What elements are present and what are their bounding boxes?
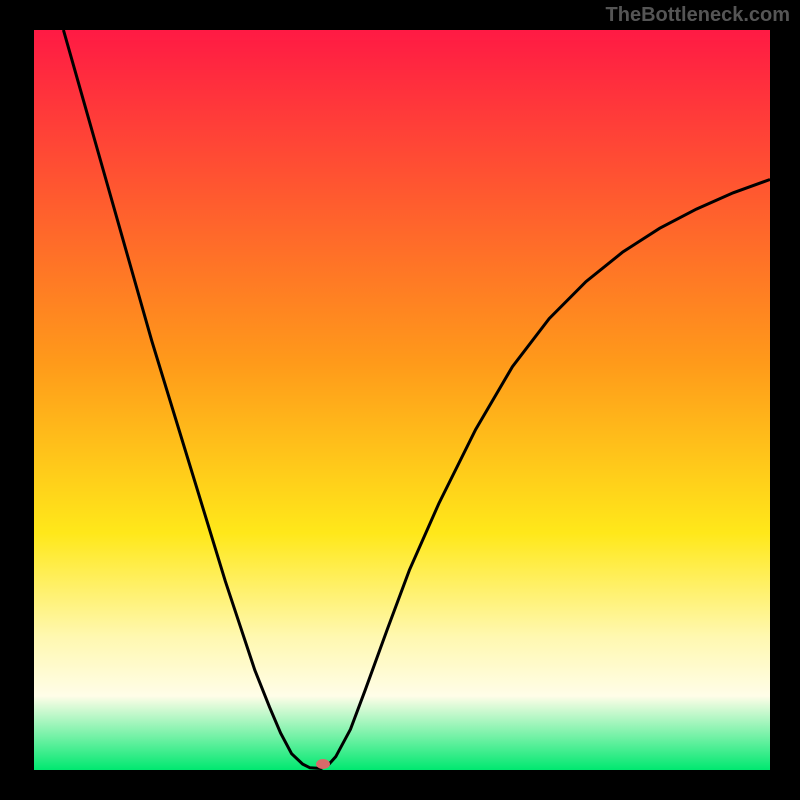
chart-plot-area: [34, 30, 770, 770]
watermark-text: TheBottleneck.com: [606, 4, 790, 27]
curve-path: [63, 30, 770, 769]
optimal-point-marker: [316, 759, 330, 769]
bottleneck-curve: [34, 30, 770, 770]
